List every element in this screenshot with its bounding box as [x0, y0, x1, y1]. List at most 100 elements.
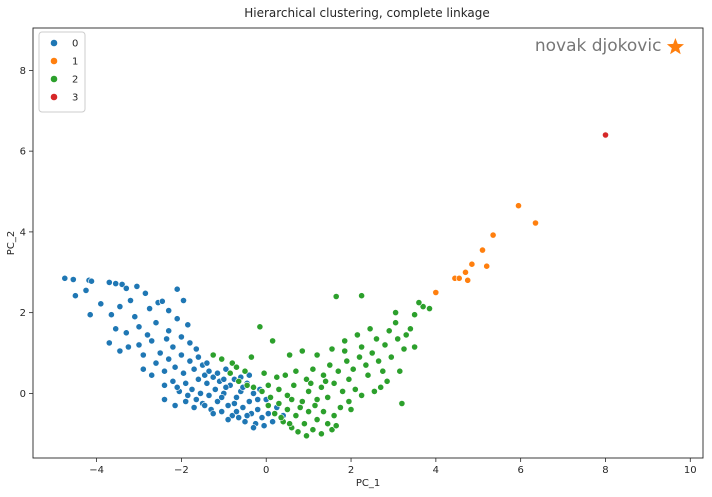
cluster-1-point [432, 289, 440, 296]
cluster-0-point [173, 285, 181, 293]
cluster-0-point [182, 379, 190, 387]
cluster-0-point [209, 373, 217, 381]
x-tick-label: −4 [89, 465, 104, 476]
cluster-2-point [281, 371, 289, 379]
cluster-0-point [243, 412, 251, 419]
cluster-2-point [341, 347, 349, 355]
cluster-2-point [273, 373, 281, 381]
cluster-0-point [122, 284, 130, 292]
cluster-3-point [602, 131, 609, 139]
cluster-2-point [313, 416, 321, 423]
cluster-2-point [334, 367, 342, 375]
cluster-2-point [320, 371, 327, 379]
cluster-2-point [303, 375, 310, 383]
cluster-0-point [88, 277, 95, 285]
cluster-2-point [351, 385, 359, 393]
cluster-0-point [97, 300, 105, 308]
cluster-1-point [455, 274, 463, 282]
cluster-0-point [124, 343, 132, 351]
cluster-2-point [381, 341, 389, 349]
cluster-2-point [398, 400, 406, 407]
cluster-0-point [161, 381, 168, 389]
cluster-2-point [345, 375, 353, 383]
cluster-1-point [515, 202, 522, 210]
cluster-2-point [267, 393, 274, 401]
points-layer [61, 131, 609, 440]
cluster-0-point [177, 333, 185, 341]
chart-title: Hierarchical clustering, complete linkag… [244, 6, 490, 20]
cluster-2-point [379, 367, 387, 375]
cluster-0-point [122, 329, 130, 337]
cluster-0-point [112, 325, 120, 333]
cluster-2-point [243, 381, 251, 389]
cluster-2-point [283, 406, 291, 413]
legend-label: 2 [72, 75, 78, 86]
cluster-0-point [165, 327, 173, 335]
cluster-1-point [489, 231, 497, 239]
legend-box [38, 31, 86, 113]
cluster-0-point [222, 365, 230, 373]
cluster-0-point [148, 371, 156, 379]
cluster-2-point [356, 353, 363, 361]
cluster-2-point [370, 387, 378, 395]
cluster-0-point [205, 391, 213, 399]
cluster-2-point [290, 381, 298, 389]
cluster-0-point [131, 313, 139, 321]
cluster-0-point [222, 383, 230, 391]
cluster-0-point [211, 385, 219, 393]
cluster-0-point [269, 418, 276, 426]
cluster-1-point [468, 260, 476, 268]
cluster-2-point [324, 420, 332, 428]
cluster-2-point [402, 331, 410, 339]
cluster-2-point [358, 343, 365, 351]
cluster-2-point [332, 293, 340, 300]
cluster-2-point [264, 402, 272, 409]
cluster-0-point [158, 297, 166, 305]
cluster-0-point [230, 400, 238, 407]
y-tick-label: 2 [20, 308, 26, 319]
cluster-2-point [328, 345, 336, 353]
cluster-2-point [332, 422, 340, 430]
cluster-0-point [239, 404, 247, 411]
cluster-2-point [358, 391, 365, 399]
cluster-0-point [209, 410, 217, 417]
cluster-0-point [224, 402, 232, 409]
cluster-2-point [392, 309, 399, 316]
cluster-2-point [375, 357, 382, 365]
annotation-label: novak djokovic [535, 36, 662, 56]
cluster-0-point [118, 280, 126, 288]
cluster-2-point [313, 396, 321, 403]
cluster-2-point [324, 393, 332, 401]
cluster-2-point [385, 327, 393, 335]
cluster-2-point [296, 404, 304, 411]
cluster-1-point [464, 276, 472, 284]
cluster-0-point [186, 339, 194, 347]
cluster-0-point [201, 402, 209, 409]
cluster-0-point [161, 367, 168, 375]
cluster-2-point [353, 331, 361, 339]
cluster-0-point [235, 414, 243, 421]
cluster-0-point [201, 371, 209, 379]
legend-marker [50, 57, 58, 65]
cluster-2-point [303, 432, 310, 440]
cluster-0-point [194, 375, 202, 383]
cluster-0-point [184, 391, 192, 399]
cluster-0-point [228, 412, 236, 419]
cluster-2-point [271, 410, 279, 417]
cluster-2-point [292, 412, 300, 419]
cluster-0-point [214, 398, 221, 405]
cluster-0-point [190, 365, 198, 373]
cluster-1-point [483, 262, 491, 270]
cluster-0-point [203, 379, 211, 387]
cluster-2-point [362, 361, 370, 369]
cluster-2-point [394, 335, 402, 343]
cluster-2-point [260, 369, 268, 377]
cluster-2-point [426, 305, 433, 312]
cluster-2-point [341, 337, 349, 345]
cluster-0-point [245, 371, 253, 379]
cluster-2-point [322, 377, 329, 385]
cluster-0-point [135, 341, 143, 349]
cluster-0-point [146, 305, 153, 312]
cluster-1-point [462, 268, 469, 276]
